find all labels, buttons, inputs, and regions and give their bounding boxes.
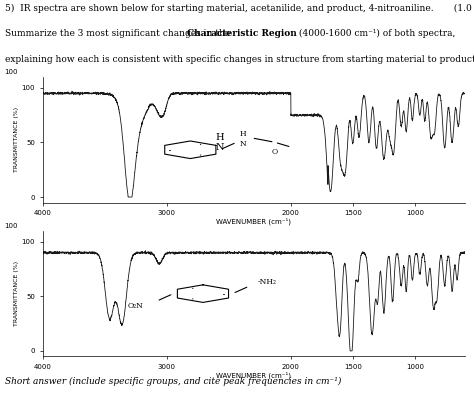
Text: 5)  IR spectra are shown below for starting material, acetanilide, and product, : 5) IR spectra are shown below for starti… (5, 4, 474, 13)
Text: 100: 100 (4, 69, 18, 75)
Text: O: O (272, 148, 278, 156)
Y-axis label: TRANSMITTANCE (%): TRANSMITTANCE (%) (14, 107, 19, 172)
Text: H
N: H N (240, 130, 246, 148)
Text: Short answer (include specific groups, and cite peak frequencies in cm⁻¹): Short answer (include specific groups, a… (5, 377, 341, 386)
X-axis label: WAVENUMBER (cm⁻¹): WAVENUMBER (cm⁻¹) (216, 371, 291, 379)
Text: 100: 100 (4, 223, 18, 229)
Text: (4000-1600 cm⁻¹) of both spectra,: (4000-1600 cm⁻¹) of both spectra, (296, 29, 456, 38)
Text: explaining how each is consistent with specific changes in structure from starti: explaining how each is consistent with s… (5, 55, 474, 64)
Text: Summarize the 3 most significant changes in the: Summarize the 3 most significant changes… (5, 29, 233, 38)
X-axis label: WAVENUMBER (cm⁻¹): WAVENUMBER (cm⁻¹) (216, 217, 291, 225)
Text: O₂N: O₂N (128, 302, 144, 310)
Text: H
N: H N (216, 132, 224, 152)
Y-axis label: TRANSMITTANCE (%): TRANSMITTANCE (%) (14, 261, 19, 326)
Text: Characteristic Region: Characteristic Region (187, 29, 297, 38)
Text: -NH₂: -NH₂ (258, 278, 277, 286)
